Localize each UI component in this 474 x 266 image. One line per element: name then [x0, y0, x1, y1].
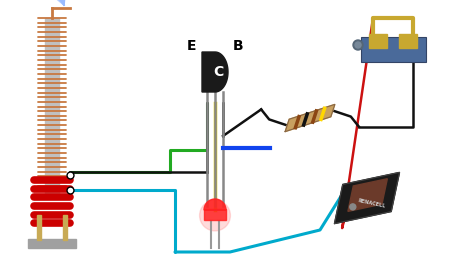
Circle shape — [355, 42, 361, 48]
Polygon shape — [285, 104, 335, 132]
Circle shape — [350, 204, 356, 210]
Bar — [361, 37, 426, 62]
Bar — [28, 239, 76, 248]
Bar — [204, 209, 226, 220]
Text: C: C — [213, 65, 223, 79]
Text: E: E — [187, 39, 197, 53]
Circle shape — [353, 40, 363, 50]
Text: RENACELL: RENACELL — [358, 198, 386, 208]
Bar — [37, 215, 41, 240]
Bar — [399, 34, 417, 48]
Polygon shape — [335, 172, 400, 224]
Polygon shape — [348, 179, 387, 211]
Polygon shape — [204, 199, 226, 210]
Bar — [63, 215, 67, 240]
Polygon shape — [202, 52, 228, 92]
Circle shape — [200, 200, 230, 231]
Bar — [369, 34, 387, 48]
Bar — [45, 18, 59, 195]
Text: B: B — [233, 39, 243, 53]
